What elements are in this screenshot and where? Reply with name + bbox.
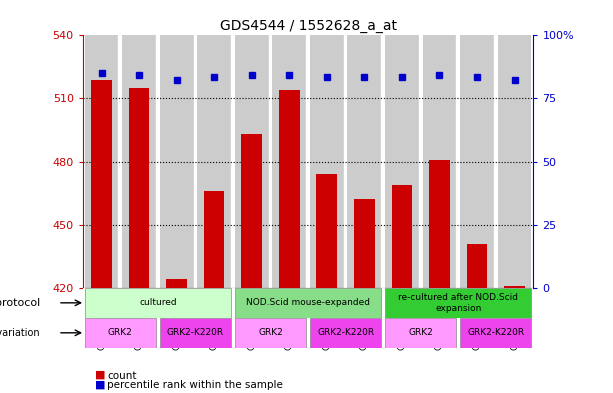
Bar xyxy=(85,318,156,348)
Bar xyxy=(348,35,381,288)
Text: cultured: cultured xyxy=(139,298,177,307)
Bar xyxy=(91,79,112,288)
Text: GRK2-K220R: GRK2-K220R xyxy=(317,328,374,337)
Text: genotype/variation: genotype/variation xyxy=(0,328,40,338)
Text: ■: ■ xyxy=(95,370,105,380)
Text: GRK2: GRK2 xyxy=(108,328,132,337)
Bar xyxy=(385,288,531,318)
Bar xyxy=(429,160,450,288)
Bar xyxy=(122,35,156,288)
Bar xyxy=(385,318,456,348)
Bar xyxy=(85,288,231,318)
Bar xyxy=(504,286,525,288)
Bar xyxy=(85,35,118,288)
Bar xyxy=(279,90,300,288)
Bar xyxy=(316,174,337,288)
Bar xyxy=(166,279,187,288)
Text: percentile rank within the sample: percentile rank within the sample xyxy=(107,380,283,390)
Text: GRK2-K220R: GRK2-K220R xyxy=(467,328,524,337)
Title: GDS4544 / 1552628_a_at: GDS4544 / 1552628_a_at xyxy=(219,19,397,33)
Text: re-cultured after NOD.Scid
expansion: re-cultured after NOD.Scid expansion xyxy=(398,293,518,312)
Bar xyxy=(197,35,231,288)
Bar xyxy=(204,191,224,288)
Bar xyxy=(235,288,381,318)
Text: protocol: protocol xyxy=(0,298,40,308)
Bar xyxy=(460,35,494,288)
Bar xyxy=(160,318,231,348)
Bar xyxy=(385,35,419,288)
Bar xyxy=(242,134,262,288)
Bar xyxy=(466,244,487,288)
Text: GRK2: GRK2 xyxy=(408,328,433,337)
Bar xyxy=(310,35,344,288)
Bar xyxy=(272,35,306,288)
Text: GRK2: GRK2 xyxy=(258,328,283,337)
Text: ■: ■ xyxy=(95,380,105,389)
Bar xyxy=(460,318,531,348)
Bar xyxy=(235,35,268,288)
Bar xyxy=(129,88,150,288)
Text: count: count xyxy=(107,371,137,381)
Bar xyxy=(160,35,194,288)
Bar xyxy=(235,318,306,348)
Bar xyxy=(422,35,456,288)
Text: GRK2-K220R: GRK2-K220R xyxy=(167,328,224,337)
Bar xyxy=(354,200,375,288)
Bar xyxy=(498,35,531,288)
Bar xyxy=(392,185,412,288)
Bar xyxy=(310,318,381,348)
Text: NOD.Scid mouse-expanded: NOD.Scid mouse-expanded xyxy=(246,298,370,307)
